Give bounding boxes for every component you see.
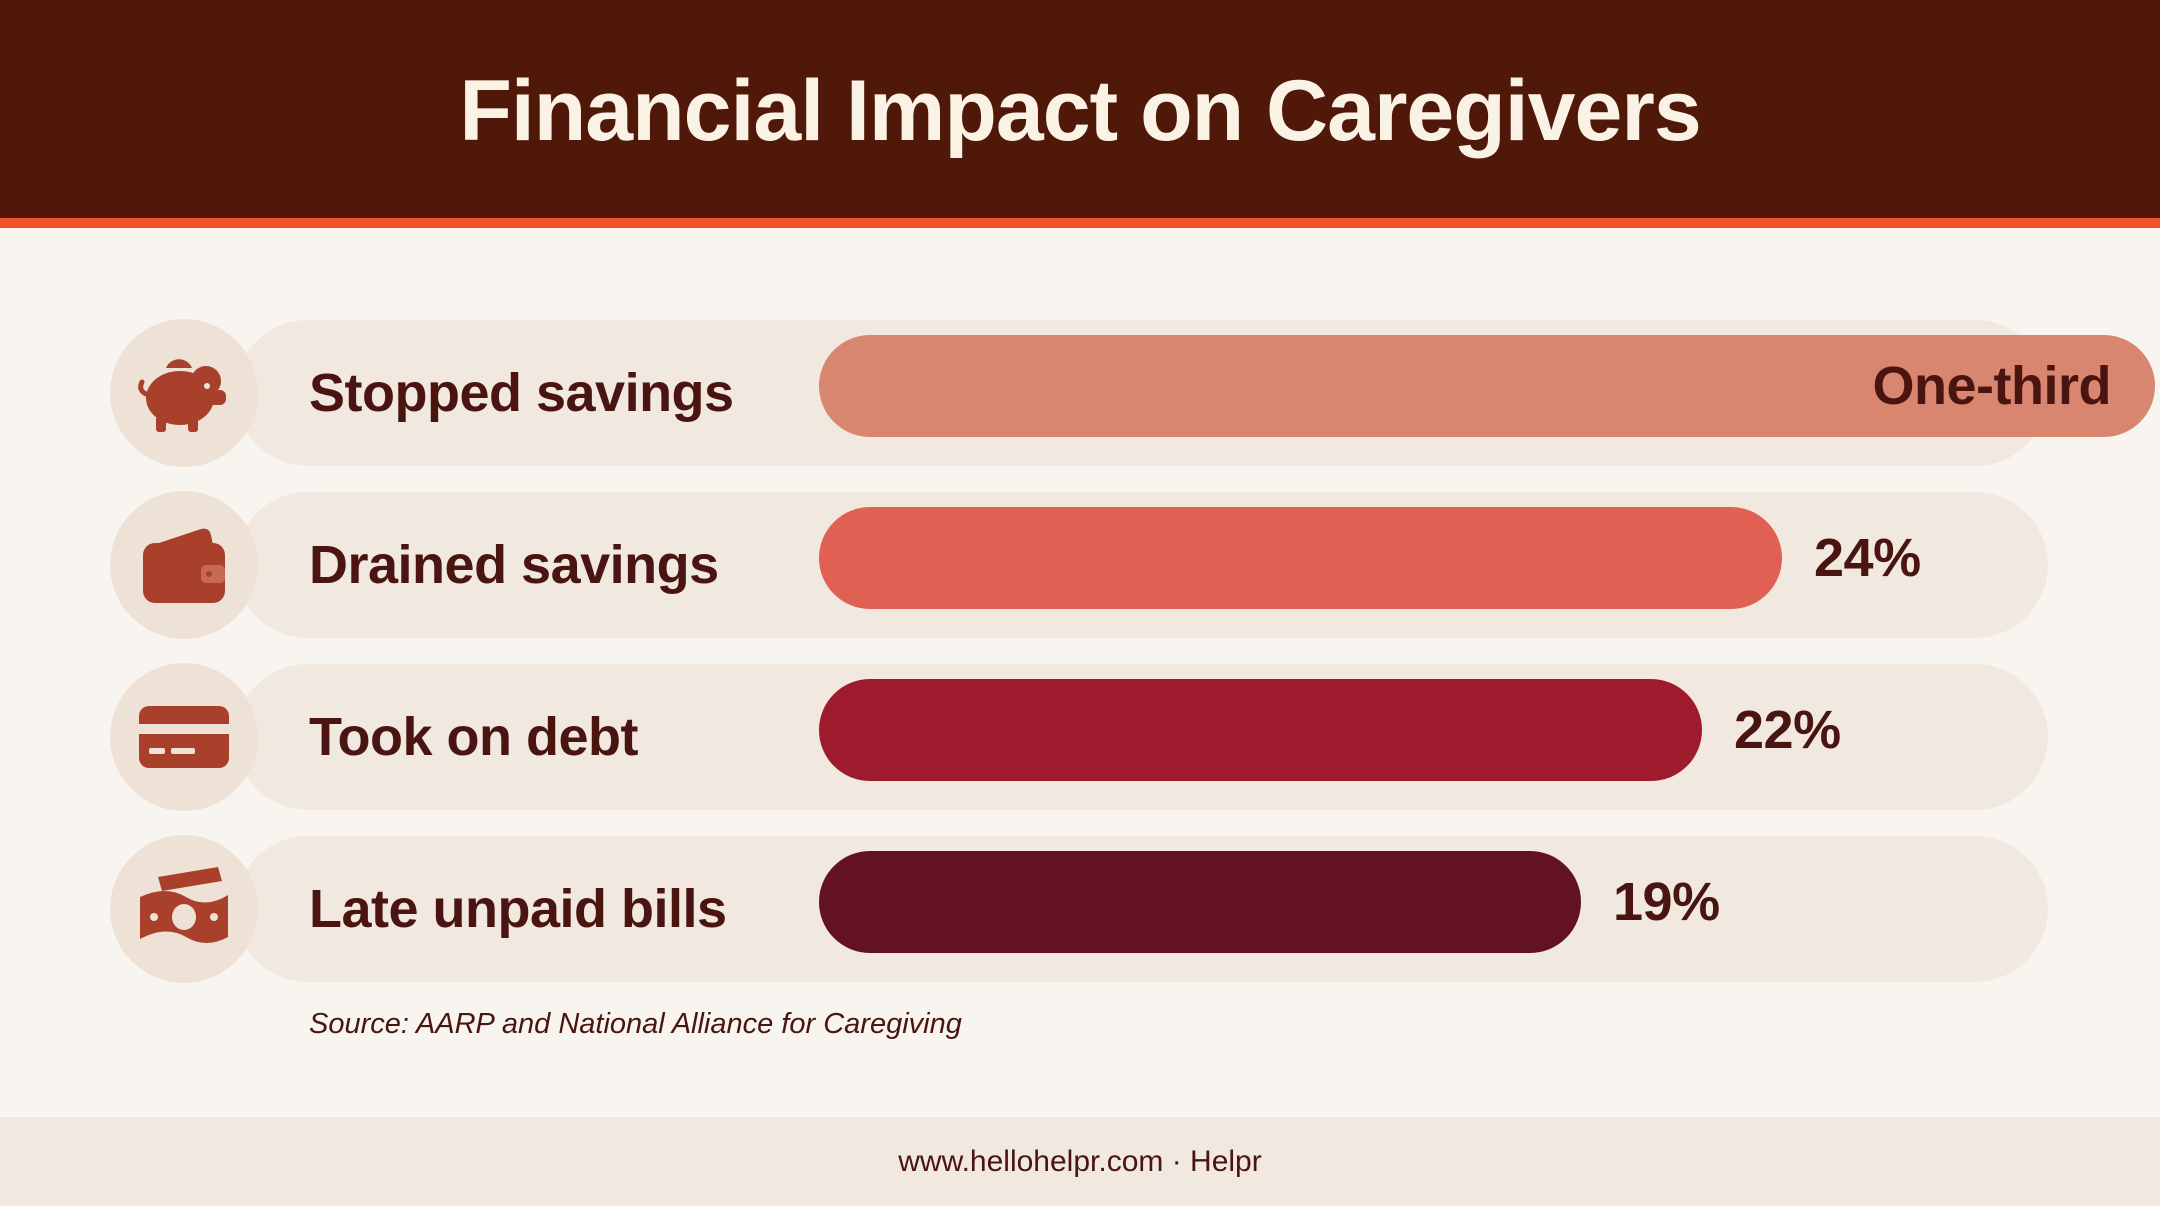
source-note: Source: AARP and National Alliance for C… <box>309 1008 962 1040</box>
value-label: 19% <box>1613 872 1720 932</box>
credit-card-icon <box>110 663 258 811</box>
cash-icon <box>110 835 258 983</box>
footer: www.hellohelpr.com · Helpr <box>0 1117 2160 1206</box>
piggy-bank-icon <box>110 319 258 467</box>
chart-row: Drained savings 24% <box>110 491 2048 639</box>
value-label: 22% <box>1734 700 1841 760</box>
category-label: Late unpaid bills <box>309 879 727 939</box>
bar <box>819 335 2155 437</box>
category-label: Stopped savings <box>309 363 734 423</box>
category-label: Took on debt <box>309 707 638 767</box>
value-label: One-third <box>1872 356 2112 416</box>
chart-row: Took on debt 22% <box>110 663 2048 811</box>
bar <box>819 851 1581 953</box>
wallet-icon <box>110 491 258 639</box>
page-title: Financial Impact on Caregivers <box>459 62 1701 159</box>
value-label: 24% <box>1814 528 1921 588</box>
bar <box>819 507 1782 609</box>
footer-text: www.hellohelpr.com · Helpr <box>898 1144 1262 1178</box>
bar <box>819 679 1702 781</box>
header-banner: Financial Impact on Caregivers <box>0 0 2160 228</box>
category-label: Drained savings <box>309 535 719 595</box>
chart-row: Late unpaid bills 19% <box>110 835 2048 983</box>
chart-row: Stopped savings One-third <box>110 319 2155 467</box>
